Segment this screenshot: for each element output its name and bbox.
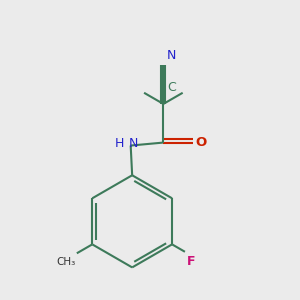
Text: N: N (166, 49, 176, 62)
Text: N: N (129, 137, 139, 150)
Text: F: F (187, 255, 195, 268)
Text: H: H (115, 137, 124, 150)
Text: CH₃: CH₃ (56, 257, 75, 267)
Text: O: O (196, 136, 207, 149)
Text: C: C (167, 81, 176, 94)
